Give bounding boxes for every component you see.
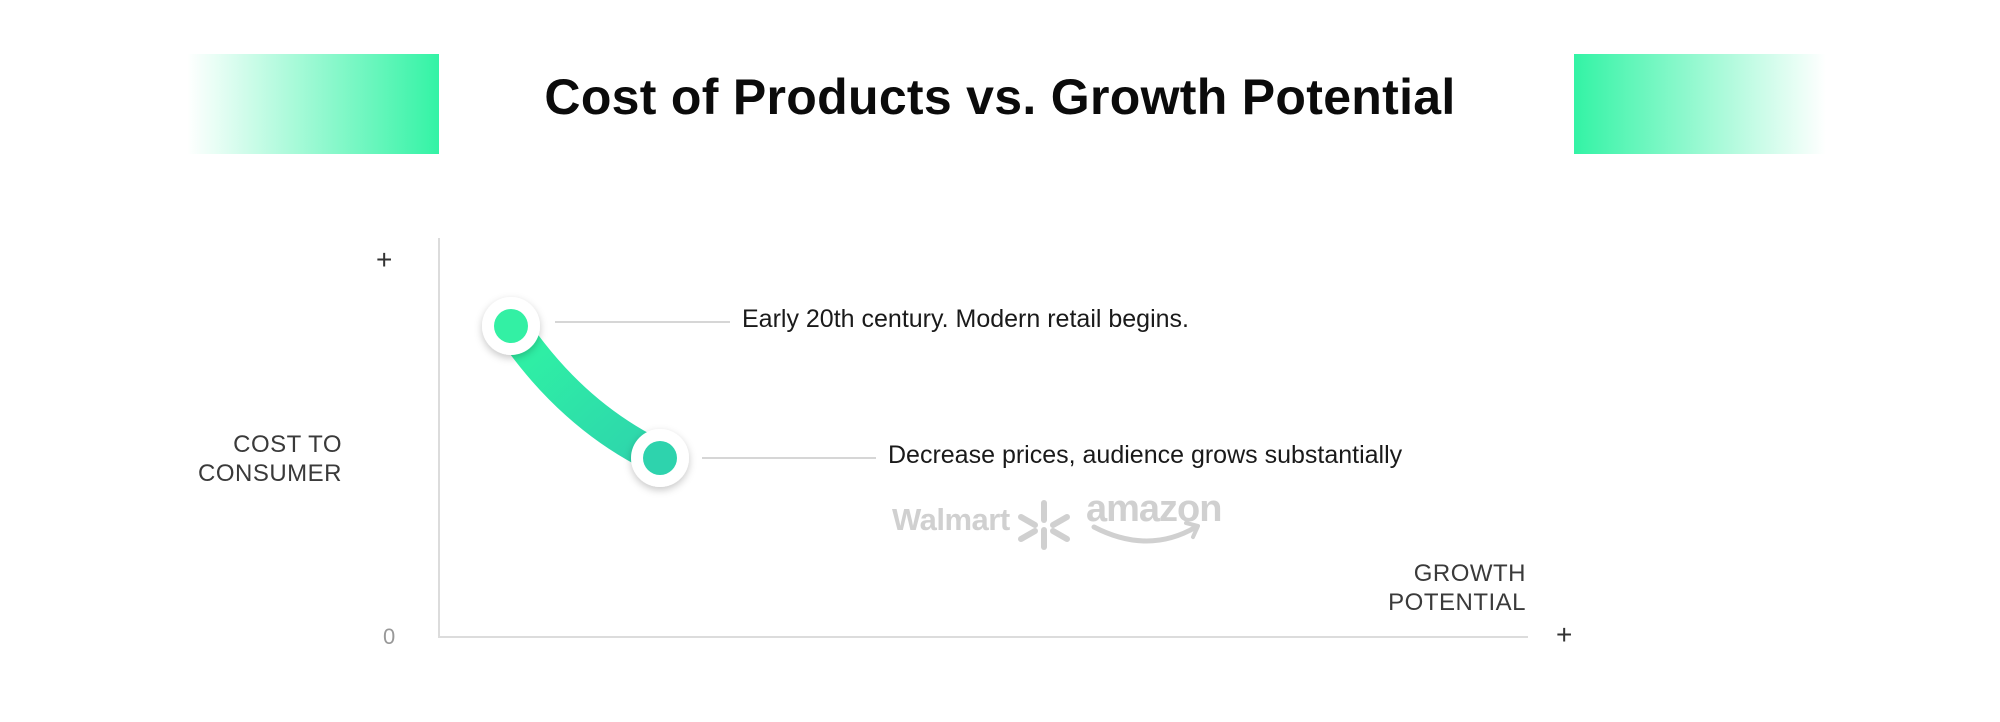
title-accent-band-right bbox=[1574, 54, 1826, 154]
milestone-label-2: Decrease prices, audience grows substant… bbox=[888, 441, 1403, 469]
page-title: Cost of Products vs. Growth Potential bbox=[544, 69, 1456, 125]
x-axis bbox=[438, 636, 1528, 638]
trend-curve bbox=[494, 309, 677, 475]
amazon-arrow-icon bbox=[1184, 521, 1200, 539]
y-axis-label: COST TO CONSUMER bbox=[197, 431, 342, 487]
title-accent-band-left bbox=[187, 54, 439, 154]
amazon-logo: amazon bbox=[1086, 488, 1222, 530]
milestone-marker-1 bbox=[482, 297, 540, 355]
x-axis-plus-marker: + bbox=[1556, 619, 1573, 650]
y-axis bbox=[438, 238, 440, 638]
y-axis-plus-marker: + bbox=[376, 244, 393, 275]
x-axis-label: GROWTH POTENTIAL bbox=[1388, 560, 1526, 616]
milestone-label-1: Early 20th century. Modern retail begins… bbox=[742, 305, 1189, 333]
walmart-logo: Walmart bbox=[892, 502, 1010, 537]
walmart-spark-icon bbox=[1018, 500, 1070, 550]
amazon-smile-icon bbox=[1091, 524, 1199, 544]
origin-label: 0 bbox=[383, 624, 396, 649]
milestone-marker-2 bbox=[631, 429, 689, 487]
